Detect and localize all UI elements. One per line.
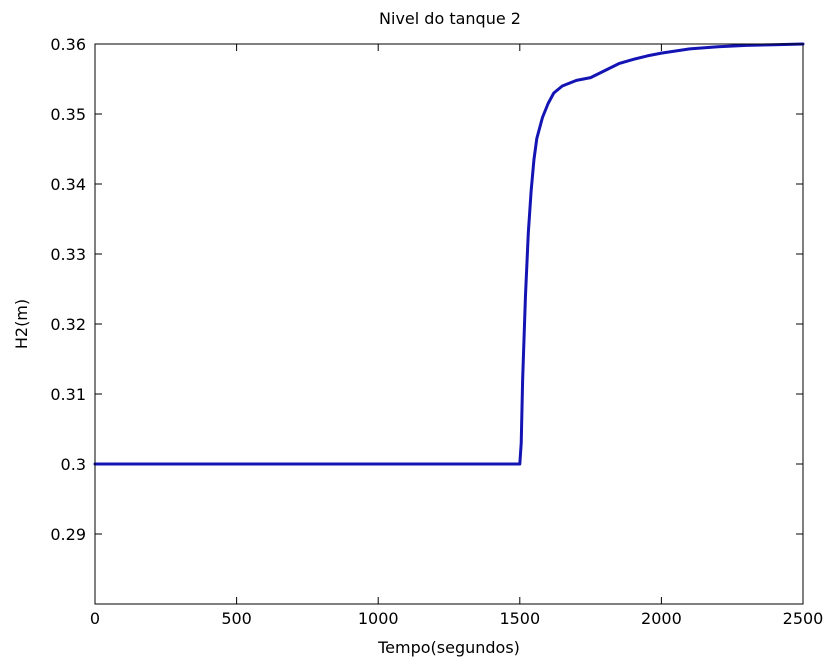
x-tick-label: 2000 (641, 609, 682, 628)
x-axis-title: Tempo(segundos) (377, 638, 520, 657)
y-tick-label: 0.29 (50, 525, 86, 544)
y-tick-label: 0.3 (61, 455, 86, 474)
y-tick-label: 0.34 (50, 175, 86, 194)
x-tick-label: 0 (90, 609, 100, 628)
chart-title: Nivel do tanque 2 (379, 9, 521, 28)
y-tick-label: 0.31 (50, 385, 86, 404)
x-tick-label: 1500 (499, 609, 540, 628)
x-tick-label: 2500 (783, 609, 824, 628)
x-tick-label: 500 (221, 609, 252, 628)
plot-frame (94, 43, 804, 605)
y-tick-label: 0.35 (50, 105, 86, 124)
y-tick-label: 0.36 (50, 35, 86, 54)
x-tick-label: 1000 (358, 609, 399, 628)
y-axis-title: H2(m) (12, 299, 31, 349)
y-tick-label: 0.32 (50, 315, 86, 334)
series-line (93, 42, 805, 466)
y-tick-label: 0.33 (50, 245, 86, 264)
series-layer (93, 42, 805, 466)
plot-area (95, 44, 803, 604)
ticks-layer: 0 500 1000 1500 2000 2500 0.29 0.3 0.31 0.32 0.33 0… (50, 35, 823, 628)
